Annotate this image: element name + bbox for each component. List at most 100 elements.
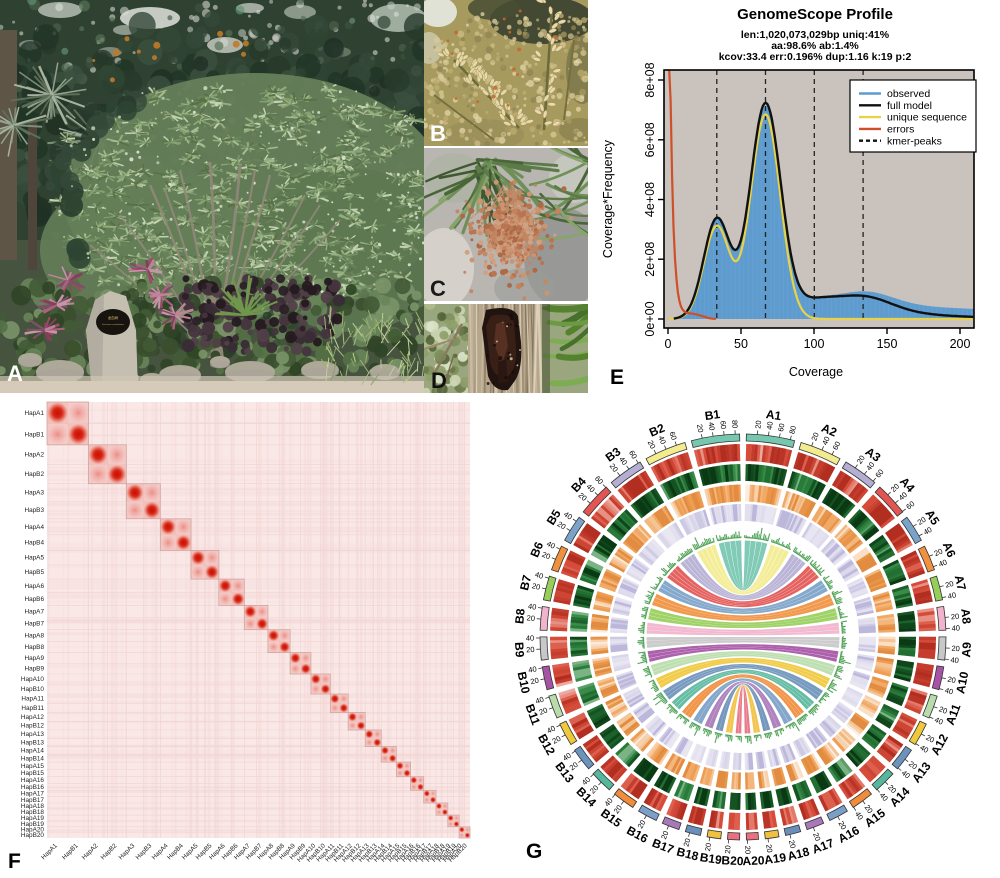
- svg-text:B8: B8: [512, 608, 527, 625]
- svg-text:2e+08: 2e+08: [643, 242, 657, 277]
- svg-text:kcov:33.4 err:0.196% dup:1.16: kcov:33.4 err:0.196% dup:1.16 k:19 p:2: [719, 51, 912, 63]
- svg-text:unique sequence: unique sequence: [887, 112, 967, 124]
- svg-text:40: 40: [937, 557, 948, 568]
- svg-text:40: 40: [944, 686, 954, 697]
- svg-text:A20: A20: [742, 853, 765, 868]
- svg-text:A6: A6: [940, 540, 959, 560]
- svg-text:60: 60: [627, 449, 639, 461]
- svg-text:20: 20: [787, 839, 798, 849]
- svg-text:B6: B6: [527, 540, 546, 560]
- svg-text:B: B: [430, 121, 446, 146]
- svg-text:A7: A7: [952, 574, 969, 593]
- svg-text:HapA1: HapA1: [24, 410, 44, 417]
- svg-text:20: 20: [538, 706, 549, 717]
- svg-text:80: 80: [730, 420, 739, 429]
- svg-text:B1: B1: [704, 407, 721, 423]
- svg-text:20: 20: [811, 831, 822, 842]
- svg-text:HapA20: HapA20: [21, 827, 45, 834]
- svg-text:60: 60: [831, 440, 843, 451]
- svg-text:HapB9: HapB9: [24, 666, 44, 673]
- svg-text:A10: A10: [953, 670, 971, 695]
- svg-text:20: 20: [556, 519, 568, 531]
- svg-text:A3: A3: [863, 444, 884, 464]
- svg-text:HapB15: HapB15: [21, 770, 45, 777]
- svg-text:B2: B2: [647, 421, 667, 440]
- svg-text:HapB4: HapB4: [24, 540, 44, 547]
- svg-text:HapB3: HapB3: [135, 842, 154, 861]
- svg-text:50: 50: [734, 337, 748, 351]
- svg-text:HapA8: HapA8: [24, 633, 44, 640]
- svg-text:kmer-peaks: kmer-peaks: [887, 135, 942, 147]
- svg-text:HapA11: HapA11: [21, 696, 44, 703]
- svg-text:Coverage*Frequency: Coverage*Frequency: [601, 139, 615, 258]
- svg-text:龙血树: 龙血树: [108, 315, 119, 320]
- svg-text:HapA2: HapA2: [81, 842, 100, 861]
- svg-text:Coverage: Coverage: [789, 365, 843, 379]
- svg-text:20: 20: [933, 547, 944, 559]
- svg-text:40: 40: [707, 422, 717, 432]
- svg-text:HapA15: HapA15: [21, 763, 45, 770]
- svg-text:HapA6: HapA6: [24, 583, 44, 590]
- svg-text:A1: A1: [765, 407, 782, 423]
- svg-text:20: 20: [526, 613, 535, 623]
- svg-text:40: 40: [534, 570, 545, 581]
- svg-text:B20: B20: [721, 853, 744, 868]
- svg-text:B9: B9: [512, 642, 527, 658]
- svg-text:20: 20: [526, 645, 535, 654]
- svg-text:40: 40: [765, 421, 775, 430]
- svg-text:40: 40: [545, 539, 556, 551]
- svg-text:20: 20: [764, 844, 774, 853]
- svg-text:B11: B11: [523, 702, 544, 727]
- svg-text:20: 20: [944, 579, 954, 590]
- svg-text:C: C: [430, 276, 446, 301]
- svg-text:40: 40: [545, 724, 556, 736]
- svg-text:0: 0: [665, 337, 672, 351]
- svg-text:40: 40: [528, 664, 538, 674]
- svg-text:HapB1: HapB1: [24, 431, 44, 438]
- svg-text:HapB1: HapB1: [61, 842, 80, 861]
- svg-text:HapB5: HapB5: [24, 569, 44, 576]
- svg-text:HapA4: HapA4: [24, 524, 44, 531]
- svg-text:20: 20: [636, 818, 648, 830]
- svg-text:A5: A5: [922, 507, 942, 528]
- svg-text:HapA3: HapA3: [118, 842, 137, 861]
- svg-text:40: 40: [853, 810, 865, 822]
- svg-text:F: F: [8, 850, 21, 873]
- svg-text:4e+08: 4e+08: [643, 182, 657, 217]
- svg-text:full model: full model: [887, 100, 932, 112]
- svg-text:40: 40: [922, 525, 934, 537]
- svg-text:HapB17: HapB17: [21, 797, 45, 804]
- svg-text:B10: B10: [515, 670, 533, 695]
- svg-text:HapA13: HapA13: [21, 731, 45, 738]
- svg-text:20: 20: [753, 420, 763, 429]
- svg-text:HapB12: HapB12: [21, 723, 45, 730]
- svg-text:60: 60: [776, 423, 786, 433]
- svg-text:HapB14: HapB14: [21, 755, 45, 762]
- svg-text:A9: A9: [959, 641, 974, 657]
- svg-text:HapB7: HapB7: [24, 621, 44, 628]
- svg-text:8e+08: 8e+08: [643, 62, 657, 97]
- svg-text:20: 20: [723, 845, 733, 854]
- svg-text:A19: A19: [763, 850, 787, 867]
- svg-text:20: 20: [743, 846, 752, 855]
- svg-text:20: 20: [924, 733, 936, 745]
- svg-text:40: 40: [950, 655, 959, 665]
- svg-text:A: A: [7, 361, 23, 386]
- svg-text:HapA3: HapA3: [24, 490, 44, 497]
- svg-text:100: 100: [804, 337, 825, 351]
- svg-text:HapA10: HapA10: [21, 676, 45, 683]
- svg-text:60: 60: [667, 430, 678, 441]
- svg-text:HapB6: HapB6: [24, 596, 44, 603]
- svg-text:HapA18: HapA18: [21, 803, 45, 810]
- svg-text:20: 20: [659, 830, 670, 841]
- svg-text:20: 20: [695, 423, 705, 433]
- svg-text:20: 20: [541, 550, 552, 562]
- svg-text:60: 60: [873, 467, 885, 479]
- svg-text:60: 60: [904, 499, 916, 511]
- svg-text:40: 40: [656, 434, 667, 445]
- svg-text:20: 20: [703, 842, 713, 852]
- svg-text:D: D: [431, 368, 447, 393]
- svg-text:HapB2: HapB2: [24, 471, 44, 478]
- svg-text:HapA19: HapA19: [21, 815, 45, 822]
- svg-text:HapB10: HapB10: [21, 686, 45, 693]
